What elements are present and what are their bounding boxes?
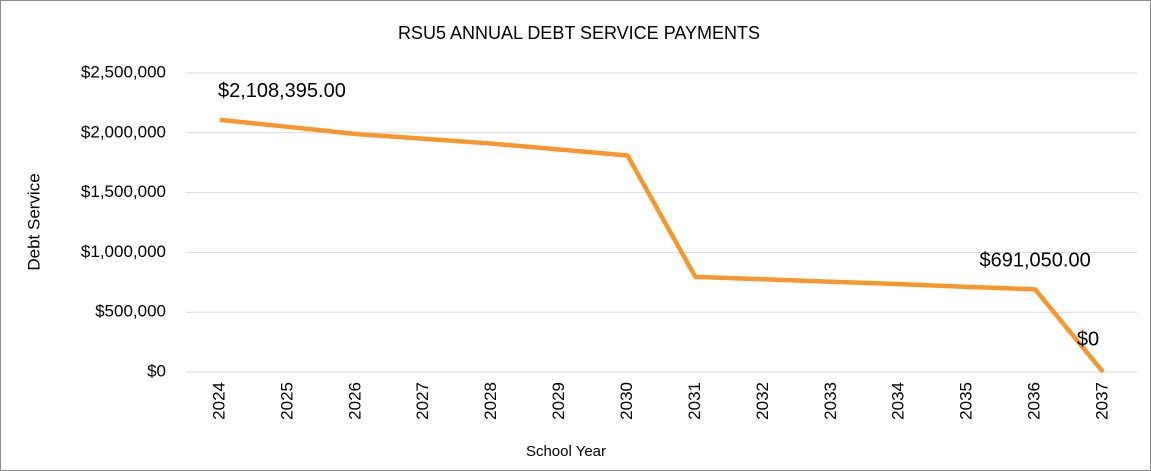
y-tick-label: $500,000: [95, 302, 166, 321]
chart-title: RSU5 ANNUAL DEBT SERVICE PAYMENTS: [398, 23, 760, 43]
line: [219, 117, 1105, 374]
data-label: $0: [1077, 328, 1099, 350]
x-tick-label: 2036: [1025, 382, 1044, 420]
x-tick-label: 2031: [685, 382, 704, 420]
y-tick-label: $2,500,000: [81, 62, 166, 81]
x-tick-label: 2027: [413, 382, 432, 420]
x-tick-label: 2025: [277, 382, 296, 420]
x-tick-label: 2024: [209, 382, 228, 420]
data-label: $691,050.00: [979, 250, 1090, 272]
y-tick-label: $0: [147, 361, 166, 380]
x-tick-label: 2034: [889, 382, 908, 420]
x-tick-label: 2030: [617, 382, 636, 420]
y-tick-label: $1,000,000: [81, 242, 166, 261]
data-label: $2,108,395.00: [218, 80, 346, 102]
y-axis-label: Debt Service: [24, 173, 43, 270]
x-tick-label: 2035: [957, 382, 976, 420]
x-tick-label: 2028: [481, 382, 500, 420]
x-tick-label: 2033: [821, 382, 840, 420]
x-axis-label: School Year: [526, 443, 606, 460]
x-tick-label: 2029: [549, 382, 568, 420]
x-tick-label: 2032: [753, 382, 772, 420]
y-tick-label: $2,000,000: [81, 122, 166, 141]
x-tick-label: 2026: [345, 382, 364, 420]
x-tick-label: 2037: [1093, 382, 1112, 420]
y-tick-label: $1,500,000: [81, 182, 166, 201]
